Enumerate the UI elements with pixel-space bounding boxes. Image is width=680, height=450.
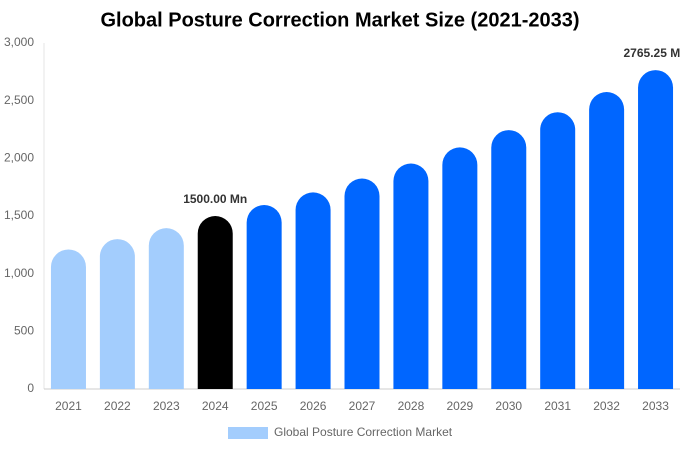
x-tick-label: 2029 bbox=[446, 399, 473, 413]
x-tick-label: 2023 bbox=[153, 399, 180, 413]
y-tick-label: 0 bbox=[27, 381, 34, 395]
y-tick-label: 2,500 bbox=[4, 93, 34, 107]
x-tick-label: 2028 bbox=[398, 399, 425, 413]
bar bbox=[246, 205, 282, 389]
bar bbox=[491, 130, 527, 389]
bar bbox=[50, 249, 86, 389]
bar bbox=[148, 228, 184, 389]
x-tick-label: 2032 bbox=[593, 399, 620, 413]
y-tick-label: 1,000 bbox=[4, 266, 34, 280]
y-tick-label: 3,000 bbox=[4, 35, 34, 49]
x-tick-label: 2022 bbox=[104, 399, 131, 413]
y-tick-label: 500 bbox=[14, 324, 34, 338]
bar bbox=[540, 112, 576, 389]
bar bbox=[344, 178, 380, 389]
x-tick-label: 2024 bbox=[202, 399, 229, 413]
bar bbox=[295, 192, 331, 389]
bar bbox=[393, 163, 429, 389]
chart-title: Global Posture Correction Market Size (2… bbox=[100, 9, 579, 31]
x-tick-label: 2026 bbox=[300, 399, 327, 413]
y-tick-label: 1,500 bbox=[4, 208, 34, 222]
bar bbox=[589, 92, 625, 390]
x-tick-label: 2025 bbox=[251, 399, 278, 413]
x-tick-label: 2021 bbox=[55, 399, 82, 413]
value-label: 1500.00 Mn bbox=[183, 192, 247, 206]
x-tick-label: 2033 bbox=[642, 399, 669, 413]
bar bbox=[99, 239, 135, 389]
value-label: 2765.25 Mn bbox=[624, 46, 680, 60]
legend-swatch bbox=[228, 427, 268, 439]
x-tick-label: 2031 bbox=[544, 399, 571, 413]
x-tick-label: 2030 bbox=[495, 399, 522, 413]
bar bbox=[638, 70, 674, 390]
y-tick-label: 2,000 bbox=[4, 151, 34, 165]
bar bbox=[197, 216, 233, 389]
x-tick-label: 2027 bbox=[349, 399, 376, 413]
legend-label: Global Posture Correction Market bbox=[274, 425, 453, 439]
bar bbox=[442, 147, 478, 389]
